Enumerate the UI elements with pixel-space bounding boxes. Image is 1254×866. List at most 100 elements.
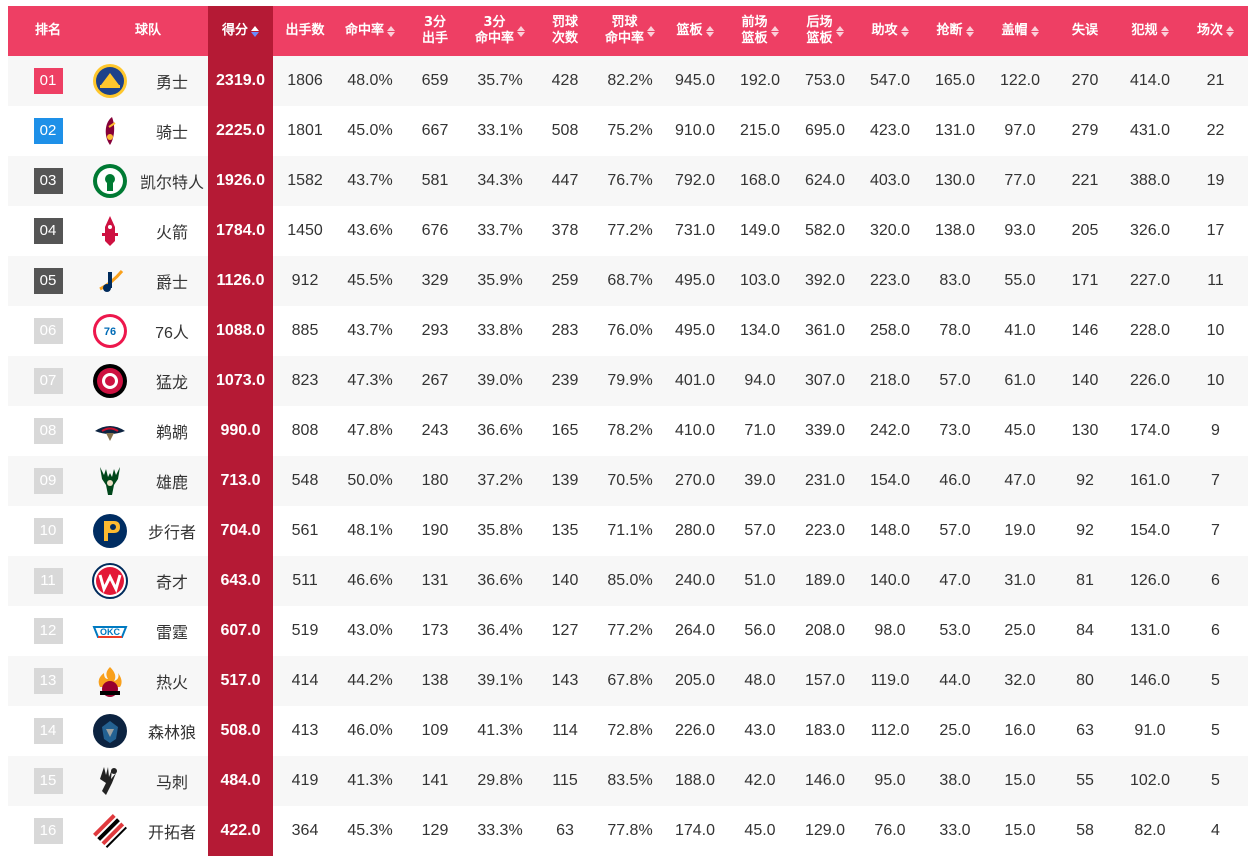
stat-tpa: 243 — [403, 406, 467, 456]
sort-arrows-icon[interactable] — [770, 24, 779, 38]
team-name[interactable]: 雄鹿 — [155, 475, 188, 492]
table-row[interactable]: 14 森林狼 508.0 413 46.0% 109 41.3% 114 72.8% 226.0 4… — [8, 706, 1248, 756]
stat-fga: 548 — [273, 456, 337, 506]
team-cell[interactable]: 热火 — [88, 656, 208, 706]
sort-arrows-icon[interactable] — [1030, 24, 1039, 38]
team-cell[interactable]: 76 76人 — [88, 306, 208, 356]
column-header-12[interactable]: 助攻 — [857, 6, 923, 56]
table-row[interactable]: 03 凯尔特人 1926.0 1582 43.7% 581 34.3% 447 76.7% 792… — [8, 156, 1248, 206]
stat-tov: 81 — [1053, 556, 1117, 606]
sort-arrows-icon[interactable] — [387, 24, 395, 38]
stat-oreb: 71.0 — [727, 406, 793, 456]
table-row[interactable]: 07 猛龙 1073.0 823 47.3% 267 39.0% 239 79.9% 401.0 9… — [8, 356, 1248, 406]
team-name[interactable]: 马刺 — [155, 775, 188, 792]
table-row[interactable]: 08 鹈鹕 990.0 808 47.8% 243 36.6% 165 78.2% 410.0 71… — [8, 406, 1248, 456]
column-header-6[interactable]: 3分 命中率 — [467, 6, 533, 56]
column-header-11[interactable]: 后场 篮板 — [793, 6, 857, 56]
team-name[interactable]: 雷霆 — [155, 625, 188, 642]
table-row[interactable]: 02 骑士 2225.0 1801 45.0% 667 33.1% 508 75.2% 910.0… — [8, 106, 1248, 156]
rank-cell: 05 — [8, 256, 88, 306]
stat-stl: 44.0 — [923, 656, 987, 706]
team-cell[interactable]: 雄鹿 — [88, 456, 208, 506]
column-header-14[interactable]: 盖帽 — [987, 6, 1053, 56]
sort-arrows-icon[interactable] — [965, 24, 974, 38]
column-header-label: 篮板 — [676, 23, 703, 38]
column-header-9[interactable]: 篮板 — [663, 6, 727, 56]
stat-tov: 80 — [1053, 656, 1117, 706]
team-cell[interactable]: 鹈鹕 — [88, 406, 208, 456]
column-header-13[interactable]: 抢断 — [923, 6, 987, 56]
stat-fgp: 47.8% — [337, 406, 403, 456]
sort-arrows-icon[interactable] — [647, 24, 655, 38]
team-cell[interactable]: 猛龙 — [88, 356, 208, 406]
team-name[interactable]: 奇才 — [155, 575, 188, 592]
stat-ast: 403.0 — [857, 156, 923, 206]
stat-pf: 227.0 — [1117, 256, 1183, 306]
team-name[interactable]: 热火 — [155, 675, 188, 692]
team-cell-content: 开拓者 — [88, 806, 208, 856]
sort-arrows-icon[interactable] — [251, 24, 259, 38]
team-cell[interactable]: 开拓者 — [88, 806, 208, 856]
column-header-8[interactable]: 罚球 命中率 — [597, 6, 663, 56]
stat-tpa: 667 — [403, 106, 467, 156]
sort-arrows-icon[interactable] — [835, 24, 844, 38]
table-row[interactable]: 10 步行者 704.0 561 48.1% 190 35.8% 135 71.1% 280.0 5… — [8, 506, 1248, 556]
sort-arrows-icon[interactable] — [1160, 24, 1169, 38]
column-header-2[interactable]: 得分 — [208, 6, 273, 56]
team-cell[interactable]: 步行者 — [88, 506, 208, 556]
table-row[interactable]: 11 奇才 643.0 511 46.6% 131 36.6% 140 85.0% 240.0 51… — [8, 556, 1248, 606]
table-row[interactable]: 09 雄鹿 713.0 548 50.0% 180 37.2% 139 70.5% 270.0 39… — [8, 456, 1248, 506]
team-cell[interactable]: 森林狼 — [88, 706, 208, 756]
column-header-17[interactable]: 场次 — [1183, 6, 1248, 56]
column-header-10[interactable]: 前场 篮板 — [727, 6, 793, 56]
stat-dreb: 183.0 — [793, 706, 857, 756]
table-row[interactable]: 15 马刺 484.0 419 41.3% 141 29.8% 115 83.5% 188.0 42… — [8, 756, 1248, 806]
rank-cell: 10 — [8, 506, 88, 556]
team-cell[interactable]: 勇士 — [88, 56, 208, 106]
team-name[interactable]: 凯尔特人 — [139, 175, 204, 192]
team-stats-table: 排名 球队 得分 出手数 命中率 3分 出手 3分 命中率 罚球 次数 罚球 命中率 篮板 前场 篮… — [8, 6, 1248, 856]
team-name[interactable]: 火箭 — [155, 225, 188, 242]
team-name[interactable]: 爵士 — [155, 275, 188, 292]
team-name[interactable]: 76人 — [155, 325, 189, 342]
stat-pf: 431.0 — [1117, 106, 1183, 156]
column-header-4[interactable]: 命中率 — [337, 6, 403, 56]
stat-tpp: 33.3% — [467, 806, 533, 856]
team-cell[interactable]: OKC 雷霆 — [88, 606, 208, 656]
table-row[interactable]: 12 OKC 雷霆 607.0 519 43.0% 173 36.4% 127 77.2% 264.… — [8, 606, 1248, 656]
team-cell[interactable]: 火箭 — [88, 206, 208, 256]
stat-tpp: 36.6% — [467, 406, 533, 456]
team-cell[interactable]: 凯尔特人 — [88, 156, 208, 206]
sort-arrows-icon[interactable] — [517, 24, 525, 38]
stat-reb: 731.0 — [663, 206, 727, 256]
stat-dreb: 231.0 — [793, 456, 857, 506]
stat-fgp: 48.0% — [337, 56, 403, 106]
table-row[interactable]: 04 火箭 1784.0 1450 43.6% 676 33.7% 378 77.2% 731.0… — [8, 206, 1248, 256]
table-row[interactable]: 05 爵士 1126.0 912 45.5% 329 35.9% 259 68.7% 495.0 1… — [8, 256, 1248, 306]
team-cell[interactable]: 骑士 — [88, 106, 208, 156]
team-cell[interactable]: 马刺 — [88, 756, 208, 806]
team-name[interactable]: 鹈鹕 — [155, 425, 188, 442]
team-cell[interactable]: 爵士 — [88, 256, 208, 306]
stat-tpp: 39.1% — [467, 656, 533, 706]
team-name[interactable]: 猛龙 — [155, 375, 188, 392]
jazz-logo — [92, 263, 128, 299]
table-row[interactable]: 06 76 76人 1088.0 885 43.7% 293 33.8% 283 76.0% 495… — [8, 306, 1248, 356]
team-name[interactable]: 步行者 — [147, 525, 196, 542]
sort-arrows-icon[interactable] — [1226, 24, 1234, 38]
table-row[interactable]: 13 热火 517.0 414 44.2% 138 39.1% 143 67.8% 205.0 48… — [8, 656, 1248, 706]
stat-fta: 378 — [533, 206, 597, 256]
rank-badge: 13 — [33, 668, 63, 694]
celtics-logo — [92, 163, 128, 199]
rank-cell: 08 — [8, 406, 88, 456]
team-name[interactable]: 森林狼 — [147, 725, 196, 742]
team-name[interactable]: 勇士 — [155, 75, 188, 92]
team-cell[interactable]: 奇才 — [88, 556, 208, 606]
sort-arrows-icon[interactable] — [705, 24, 714, 38]
table-row[interactable]: 01 勇士 2319.0 1806 48.0% 659 35.7% 428 82.2% 945.0… — [8, 56, 1248, 106]
table-row[interactable]: 16 开拓者 422.0 364 45.3% 129 33.3% 63 77.8% 174.0 45… — [8, 806, 1248, 856]
sort-arrows-icon[interactable] — [900, 24, 909, 38]
column-header-16[interactable]: 犯规 — [1117, 6, 1183, 56]
team-name[interactable]: 开拓者 — [147, 825, 196, 842]
team-name[interactable]: 骑士 — [155, 125, 188, 142]
